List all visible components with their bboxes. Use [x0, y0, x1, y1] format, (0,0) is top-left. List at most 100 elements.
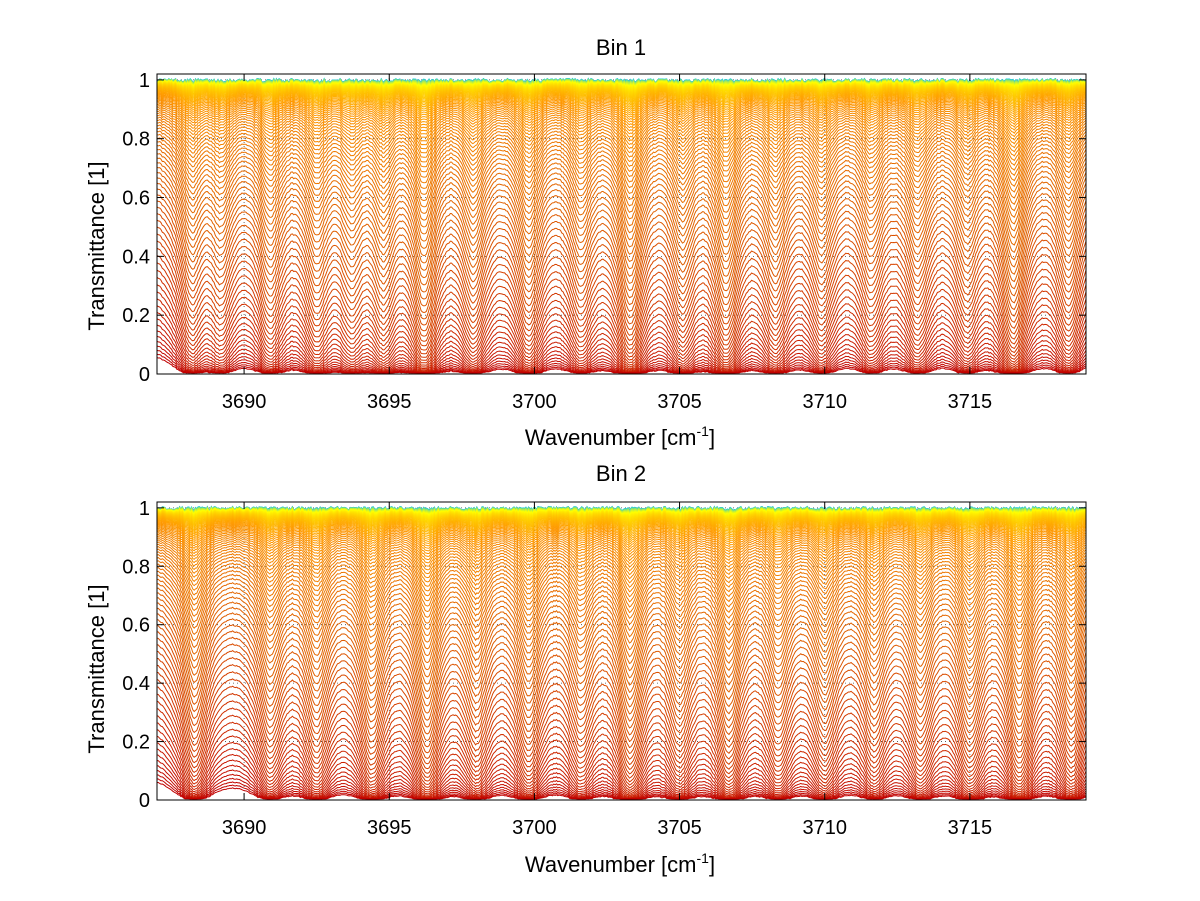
spectrum-series [157, 539, 1086, 598]
spectrum-series [157, 130, 1086, 214]
x-tick-label: 3710 [802, 391, 847, 413]
spectrum-series [157, 782, 1086, 800]
spectrum-series [157, 112, 1086, 173]
spectrum-series [157, 748, 1086, 800]
spectrum-series [157, 522, 1086, 556]
spectrum-series [157, 735, 1086, 799]
spectrum-series [157, 219, 1086, 337]
spectrum-series [157, 133, 1086, 221]
spectrum-series [157, 89, 1086, 114]
spectrum-series [157, 679, 1086, 783]
spectrum-series [157, 520, 1086, 550]
spectrum-series [157, 514, 1086, 533]
spectrum-series [157, 84, 1086, 101]
y-tick-label: 0.4 [122, 246, 150, 268]
spectrum-series [157, 108, 1086, 163]
spectrum-series [157, 729, 1086, 798]
spectrum-series [157, 514, 1086, 534]
spectrum-series [157, 200, 1086, 320]
spectrum-series [157, 625, 1086, 742]
x-axis-label-end: ] [709, 852, 715, 877]
x-axis-label-superscript: -1 [697, 850, 710, 866]
axes-box [156, 73, 1087, 375]
spectrum-series [157, 98, 1086, 138]
x-tick-label: 3695 [367, 817, 412, 839]
x-tick-label: 3715 [948, 391, 993, 413]
spectrum-series [157, 84, 1086, 100]
spectrum-series [157, 96, 1086, 132]
series-group [157, 77, 1086, 374]
spectrum-series [157, 276, 1086, 366]
spectrum-series [157, 92, 1086, 124]
spectrum-series [157, 516, 1086, 539]
spectrum-series [157, 124, 1086, 202]
spectrum-series [157, 330, 1086, 374]
x-tick-label: 3690 [222, 817, 267, 839]
y-tick-label: 0 [139, 364, 150, 386]
spectrum-series [157, 671, 1086, 779]
spectrum-series [157, 760, 1086, 800]
spectrum-series [157, 298, 1086, 371]
spectrum-series [157, 305, 1086, 372]
spectrum-series [157, 574, 1086, 672]
spectrum-series [157, 686, 1086, 786]
spectrum-series [157, 515, 1086, 538]
spectrum-series [157, 188, 1086, 307]
spectrum-series [157, 171, 1086, 286]
spectrum-series [157, 644, 1086, 760]
spectrum-series [157, 182, 1086, 300]
spectrum-series [157, 284, 1086, 368]
spectrum-series [157, 226, 1086, 342]
spectrum-series [157, 567, 1086, 658]
spectrum-series [157, 557, 1086, 638]
spectrum-series [157, 607, 1086, 722]
spectrum-series [157, 631, 1086, 749]
spectrum-series [157, 110, 1086, 168]
spectrum-series [157, 141, 1086, 235]
x-tick-label: 3705 [657, 391, 702, 413]
spectrum-series [157, 206, 1086, 326]
x-axis-label: Wavenumber [cm-1] [525, 423, 715, 450]
spectrum-series [157, 254, 1086, 358]
spectrum-series [157, 194, 1086, 314]
chart-panel-bin-1: Bin 1 3690 3695 3700 3705 3710 3715 0 0.2 0.4 0.6… [84, 35, 1087, 450]
spectrum-series [157, 528, 1086, 572]
spectrum-series [157, 90, 1086, 117]
spectrum-series [157, 722, 1086, 797]
spectrum-series [157, 715, 1086, 795]
spectrum-series [157, 525, 1086, 562]
y-tick-label: 0.2 [122, 305, 150, 327]
x-tick-label: 3700 [512, 817, 557, 839]
y-tick-label: 0 [139, 790, 150, 812]
y-tick-label: 1 [139, 70, 150, 92]
spectrum-series [157, 650, 1086, 766]
spectrum-series [157, 91, 1086, 121]
spectrum-series [157, 537, 1086, 593]
x-tick-label: 3715 [948, 817, 993, 839]
spectrum-series [157, 570, 1086, 665]
spectrum-series [157, 637, 1086, 755]
x-tick-label: 3690 [222, 391, 267, 413]
x-axis-label: Wavenumber [cm-1] [525, 850, 715, 877]
spectrum-series [157, 116, 1086, 184]
spectrum-series [157, 148, 1086, 249]
x-axis-label-end: ] [709, 425, 715, 450]
spectrum-series [157, 518, 1086, 543]
spectrum-series [157, 535, 1086, 588]
y-tick-label: 0.8 [122, 129, 150, 151]
y-tick-label: 0.6 [122, 188, 150, 210]
series-group [157, 505, 1086, 800]
spectrum-series [157, 664, 1086, 775]
x-axis-label-superscript: -1 [697, 423, 710, 439]
spectrum-series [157, 533, 1086, 584]
spectrum-series [157, 526, 1086, 565]
spectrum-series [157, 318, 1086, 374]
spectrum-series [157, 357, 1086, 374]
spectrum-series [157, 91, 1086, 119]
spectrum-series [157, 162, 1086, 271]
spectrum-series [157, 166, 1086, 279]
spectrum-series [157, 87, 1086, 109]
spectrum-series [157, 523, 1086, 559]
spectrum-series [157, 619, 1086, 736]
